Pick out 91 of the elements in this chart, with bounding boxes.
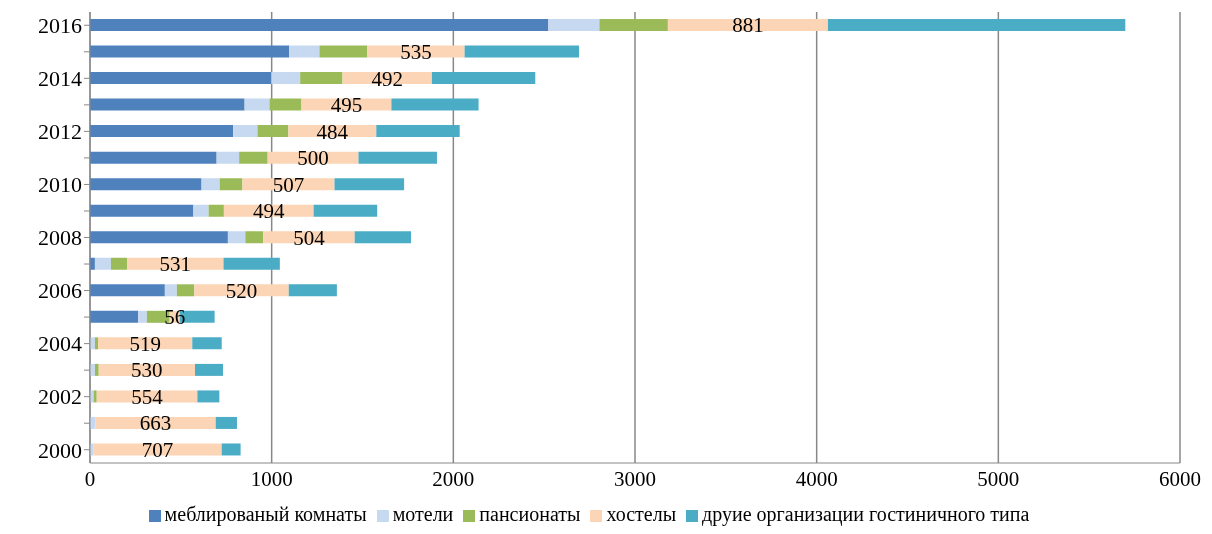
bar xyxy=(197,390,220,403)
bar xyxy=(90,284,165,297)
bar xyxy=(391,98,479,111)
bar xyxy=(195,363,223,376)
x-tick-label: 4000 xyxy=(795,466,838,491)
y-tick-label: 2014 xyxy=(38,66,82,92)
x-tick-label: 1000 xyxy=(250,466,293,491)
x-tick-label: 6000 xyxy=(1159,466,1201,491)
bar xyxy=(208,204,224,217)
bar xyxy=(164,284,177,297)
bar xyxy=(192,337,222,350)
y-tick-label: 2000 xyxy=(38,437,82,463)
data-label: 531 xyxy=(159,252,192,277)
bar xyxy=(93,443,222,456)
legend-label: друие организации гостиничного типа xyxy=(702,503,1030,525)
bar xyxy=(94,363,99,376)
legend-label: мотели xyxy=(392,503,454,525)
bar xyxy=(289,45,320,58)
y-tick-label: 2004 xyxy=(38,331,82,357)
bar xyxy=(90,98,245,111)
bar xyxy=(227,231,246,244)
bar xyxy=(90,178,202,191)
bar xyxy=(354,231,412,244)
bar xyxy=(313,204,378,217)
bar xyxy=(271,72,301,85)
bar xyxy=(90,310,139,323)
data-label: 519 xyxy=(129,331,161,356)
bar xyxy=(257,125,289,138)
bar xyxy=(90,72,272,85)
x-tick-label: 5000 xyxy=(977,466,1020,491)
x-tick-label: 2000 xyxy=(432,466,475,491)
y-tick-label: 2008 xyxy=(38,225,82,251)
bar xyxy=(288,284,337,297)
data-label: 492 xyxy=(371,66,403,91)
bar xyxy=(548,19,600,31)
bar xyxy=(319,45,368,58)
bar xyxy=(176,284,195,297)
data-label: 495 xyxy=(330,93,363,118)
bar xyxy=(223,257,280,270)
bar xyxy=(599,19,668,31)
x-tick-label: 0 xyxy=(84,466,96,491)
data-label: 530 xyxy=(131,358,163,383)
bar xyxy=(219,178,243,191)
bar xyxy=(245,231,264,244)
data-label: 494 xyxy=(253,199,286,224)
bar xyxy=(464,45,580,58)
bar xyxy=(90,231,228,244)
bar xyxy=(90,45,290,58)
bar xyxy=(358,151,437,164)
data-label: 507 xyxy=(272,172,305,197)
bar xyxy=(215,416,237,429)
bar xyxy=(216,151,240,164)
legend-label: хостелы xyxy=(606,503,677,525)
bar xyxy=(431,72,536,85)
bar xyxy=(827,19,1126,31)
x-tick-label: 3000 xyxy=(614,466,656,491)
bar xyxy=(300,72,343,85)
bar xyxy=(667,19,828,31)
bar xyxy=(90,19,549,31)
data-label: 484 xyxy=(316,119,349,144)
data-label: 554 xyxy=(131,384,164,409)
data-label: 535 xyxy=(400,39,432,64)
bar xyxy=(94,257,111,270)
data-label: 881 xyxy=(732,13,764,38)
y-tick-label: 2016 xyxy=(38,13,82,39)
bar xyxy=(269,98,302,111)
bar xyxy=(239,151,268,164)
bar xyxy=(334,178,405,191)
y-tick-label: 2010 xyxy=(38,172,82,198)
data-label: 663 xyxy=(139,411,172,436)
bar xyxy=(244,98,270,111)
bar xyxy=(201,178,220,191)
bar xyxy=(193,204,209,217)
legend-label: меблированый комнаты xyxy=(164,503,367,525)
data-label: 707 xyxy=(141,437,174,462)
bar xyxy=(138,310,147,323)
bar xyxy=(376,125,460,138)
bar xyxy=(90,151,217,164)
data-label: 504 xyxy=(293,225,326,250)
y-tick-label: 2012 xyxy=(38,119,82,145)
y-tick-label: 2002 xyxy=(38,384,82,410)
bar xyxy=(90,204,194,217)
y-tick-label: 2006 xyxy=(38,278,82,304)
data-label: 500 xyxy=(297,146,329,171)
legend-label: пансионаты xyxy=(479,503,581,525)
bar xyxy=(233,125,258,138)
bar xyxy=(110,257,128,270)
bar xyxy=(94,337,98,350)
data-label: 520 xyxy=(225,278,258,303)
bar xyxy=(221,443,241,456)
bar xyxy=(90,125,234,138)
